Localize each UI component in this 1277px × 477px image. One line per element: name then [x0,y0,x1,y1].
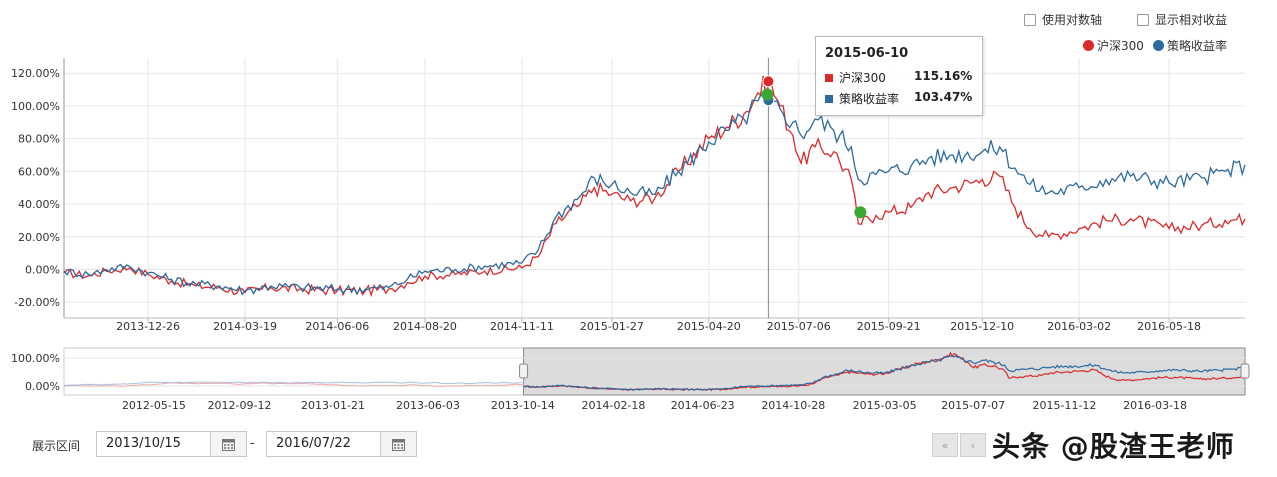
nav-x-tick-label: 2012-09-12 [208,399,272,412]
legend-dot-red [1083,40,1094,51]
x-tick-label: 2015-01-27 [580,320,644,333]
y-tick-label: -20.00% [14,296,60,309]
x-tick-label: 2016-05-18 [1137,320,1201,333]
nav-x-tick-label: 2015-07-07 [941,399,1005,412]
calendar-icon [222,438,235,451]
nav-x-tick-label: 2012-05-15 [122,399,186,412]
y-tick-label: 100.00% [11,100,60,113]
y-tick-label: 20.00% [18,231,60,244]
nav-x-tick-label: 2015-03-05 [853,399,917,412]
relative-return-checkbox[interactable]: 显示相对收益 [1137,11,1227,28]
calendar-button[interactable] [380,432,416,456]
x-tick-label: 2014-11-11 [490,320,554,333]
x-tick-label: 2014-06-06 [305,320,369,333]
highlight-point [761,88,774,101]
relative-return-label: 显示相对收益 [1155,13,1228,27]
checkbox-box[interactable] [1024,13,1036,26]
watermark: 头条 @股渣王老师 [992,430,1235,463]
x-tick-label: 2014-03-19 [213,320,277,333]
end-date-value[interactable]: 2016/07/22 [276,436,351,451]
nav-x-tick-label: 2013-01-21 [301,399,365,412]
tooltip-date: 2015-06-10 [825,46,909,61]
tooltip-swatch [825,94,833,103]
y-tick-label: 0.00% [25,264,60,277]
x-tick-label: 2013-12-26 [116,320,180,333]
navigator-handle [519,363,529,379]
chart-tooltip: 2015-06-10 沪深300 115.16% 策略收益率 103.47% [815,36,983,116]
range-separator: - [250,436,255,451]
highlight-point [854,206,867,219]
nav-history-line [63,382,524,387]
end-date-field[interactable]: 2016/07/22 [266,431,417,457]
first-page-icon[interactable]: « [932,433,958,457]
legend-dot-blue [1153,40,1164,51]
series-line-hs300 [63,75,1246,298]
x-tick-label: 2015-04-20 [677,320,741,333]
start-date-field[interactable]: 2013/10/15 [96,431,247,457]
y-tick-label: 80.00% [18,133,60,146]
navigator-handle [1240,363,1250,379]
nav-history-line [63,381,524,386]
tooltip-value: 103.47% [914,90,973,104]
y-tick-label: 120.00% [11,67,60,80]
y-tick-label: 60.00% [18,165,60,178]
y-tick-label: 40.00% [18,198,60,211]
x-tick-label: 2015-09-21 [857,320,921,333]
nav-x-tick-label: 2014-06-23 [671,399,735,412]
nav-y-tick-label: 100.00% [11,352,60,365]
x-tick-label: 2014-08-20 [393,320,457,333]
nav-series-line [523,355,1246,391]
nav-x-tick-label: 2016-03-18 [1123,399,1187,412]
start-date-value[interactable]: 2013/10/15 [106,436,181,451]
nav-x-tick-label: 2014-02-18 [581,399,645,412]
checkbox-box[interactable] [1137,13,1149,26]
tooltip-value: 115.16% [914,69,973,83]
tooltip-series-name: 策略收益率 [839,92,900,106]
legend-item-hs300[interactable]: 沪深300 [1083,37,1144,54]
nav-x-tick-label: 2013-10-14 [491,399,555,412]
tooltip-row-hs300: 沪深300 [825,69,886,86]
x-tick-label: 2016-03-02 [1047,320,1111,333]
nav-x-tick-label: 2014-10-28 [761,399,825,412]
legend-item-strategy[interactable]: 策略收益率 [1153,37,1227,54]
calendar-icon [392,438,405,451]
nav-x-tick-label: 2015-11-12 [1032,399,1096,412]
prev-page-icon[interactable]: ‹ [960,433,986,457]
range-label: 展示区间 [32,439,81,453]
series-line-strategy [63,91,1246,296]
log-axis-label: 使用对数轴 [1042,13,1103,27]
calendar-button[interactable] [210,432,246,456]
tooltip-swatch [825,73,833,82]
legend-label: 策略收益率 [1167,39,1228,53]
log-axis-checkbox[interactable]: 使用对数轴 [1024,11,1102,28]
tooltip-series-name: 沪深300 [839,71,886,85]
nav-y-tick-label: 0.00% [25,380,60,393]
pager-buttons: « ‹ [932,433,986,457]
x-tick-label: 2015-12-10 [950,320,1014,333]
nav-x-tick-label: 2013-06-03 [396,399,460,412]
legend-label: 沪深300 [1097,39,1144,53]
x-tick-label: 2015-07-06 [767,320,831,333]
marker-point [762,75,775,88]
tooltip-row-strategy: 策略收益率 [825,90,899,107]
